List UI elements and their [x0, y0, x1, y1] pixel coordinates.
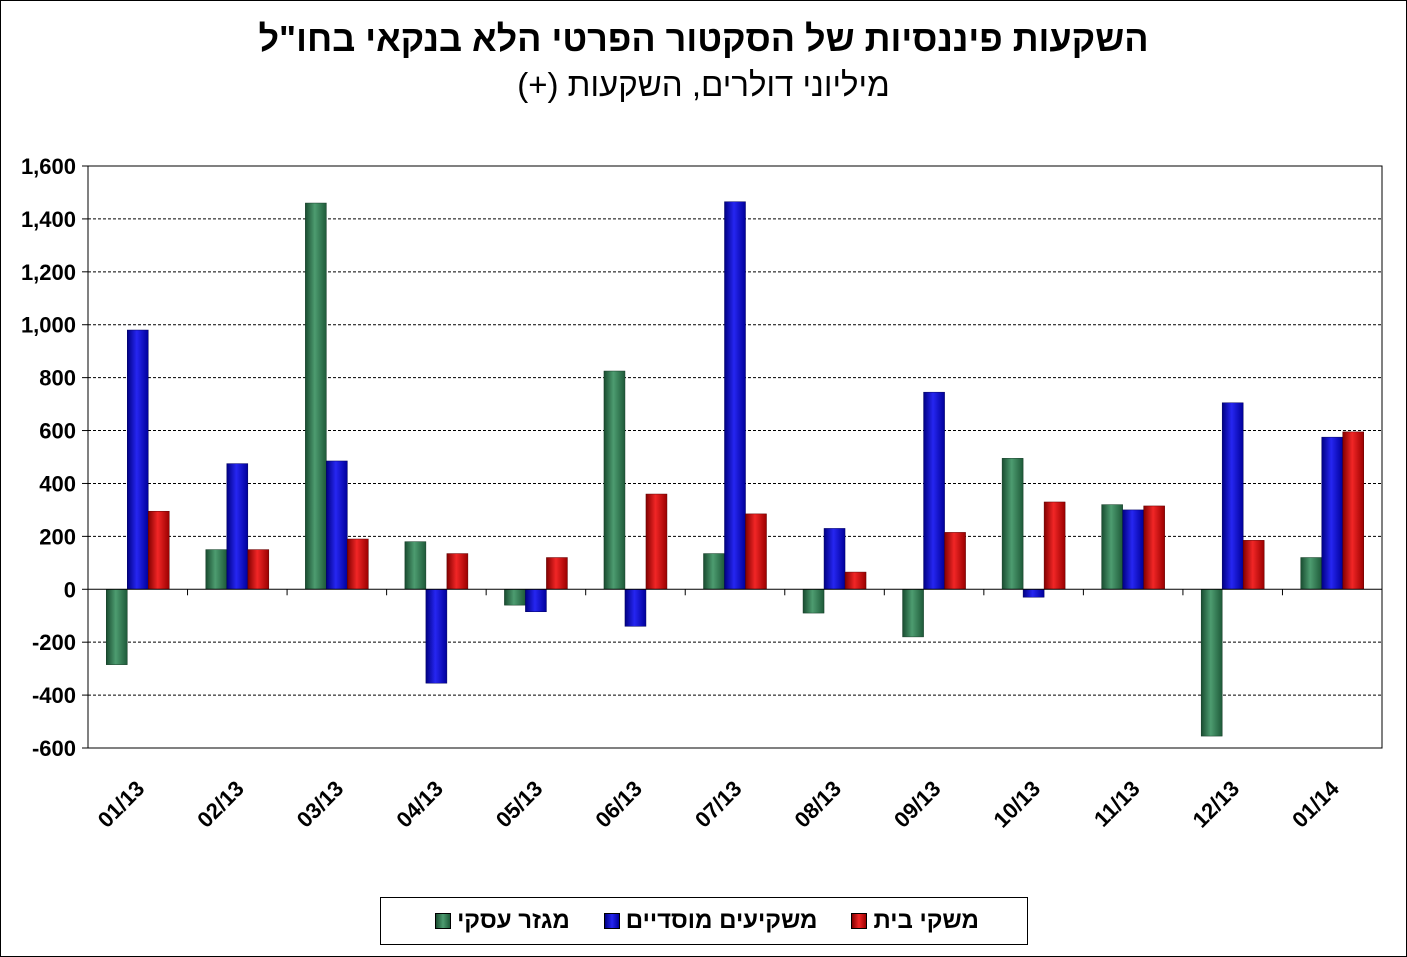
bar — [724, 201, 746, 590]
bar — [106, 589, 128, 665]
bar — [844, 571, 867, 590]
y-tick-label: 600 — [39, 419, 76, 444]
x-tick-label: 12/13 — [1188, 776, 1245, 833]
x-tick-label: 08/13 — [789, 776, 846, 833]
bar — [745, 513, 767, 590]
y-tick-label: 1,000 — [21, 313, 76, 338]
legend-swatch — [851, 913, 868, 929]
x-tick-label: 01/14 — [1287, 775, 1344, 832]
bar — [148, 510, 170, 590]
bar — [603, 370, 626, 590]
bar — [802, 589, 825, 614]
bar — [823, 528, 846, 590]
bar — [703, 553, 725, 590]
bar — [525, 589, 547, 613]
bar — [205, 549, 228, 590]
x-tick-label: 07/13 — [690, 776, 747, 833]
x-tick-label: 11/13 — [1089, 776, 1145, 832]
y-tick-label: -200 — [32, 630, 76, 655]
x-tick-label: 10/13 — [989, 776, 1046, 833]
y-tick-label: -600 — [32, 736, 76, 761]
y-tick-label: 200 — [39, 524, 76, 549]
bar — [1043, 501, 1066, 590]
bar — [645, 493, 668, 590]
chart-legend: משקי בית משקיעים מוסדיים מגזר עסקי — [380, 897, 1028, 945]
bar — [624, 589, 647, 627]
bar — [1221, 402, 1244, 590]
bar — [404, 541, 427, 590]
bar — [226, 463, 249, 590]
bar — [326, 460, 348, 590]
legend-item: מגזר עסקי — [429, 907, 570, 935]
y-tick-label: 1,200 — [21, 260, 76, 285]
bar — [425, 589, 448, 684]
x-tick-label: 04/13 — [391, 776, 448, 833]
y-tick-label: 0 — [64, 577, 76, 602]
chart-subtitle: מיליוני דולרים, השקעות (+) — [517, 66, 890, 103]
bar — [1101, 504, 1123, 590]
legend-label: מגזר עסקי — [457, 907, 570, 934]
y-tick-label: 1,400 — [21, 207, 76, 232]
bar — [1001, 458, 1024, 590]
legend-swatch — [603, 913, 620, 929]
x-tick-label: 05/13 — [491, 776, 548, 833]
bar — [1321, 436, 1343, 590]
bar — [247, 549, 270, 590]
x-tick-label: 02/13 — [192, 776, 249, 833]
y-tick-label: 800 — [39, 366, 76, 391]
bar — [944, 532, 966, 590]
bar — [1342, 431, 1364, 590]
bar — [1200, 589, 1223, 737]
bar — [504, 589, 526, 606]
bar — [1022, 589, 1045, 598]
bar — [446, 553, 469, 590]
legend-label: משקיעים מוסדיים — [625, 907, 818, 934]
y-tick-label: -400 — [32, 683, 76, 708]
legend-label: משקי בית — [873, 907, 979, 934]
y-tick-label: 1,600 — [21, 154, 76, 179]
bar — [1143, 505, 1165, 590]
x-tick-label: 09/13 — [889, 776, 946, 833]
bar — [305, 202, 327, 590]
bar — [347, 538, 369, 590]
x-tick-label: 01/13 — [93, 776, 150, 833]
legend-item: משקיעים מוסדיים — [598, 907, 818, 935]
legend-swatch — [435, 913, 452, 929]
chart-plot: -600 -400 -200 0 200 400 600 800 1,000 1,200 1,400… — [21, 154, 1383, 833]
chart-title: השקעות פיננסיות של הסקטור הפרטי הלא בנקא… — [258, 18, 1149, 59]
bar — [1242, 540, 1265, 590]
bar — [1300, 557, 1322, 590]
plot-area-border — [87, 165, 1383, 749]
bar — [546, 557, 568, 590]
bar — [127, 329, 149, 590]
bar — [1122, 509, 1144, 590]
bar — [902, 589, 924, 638]
x-tick-label: 06/13 — [590, 776, 647, 833]
bar — [923, 391, 945, 590]
y-tick-label: 400 — [39, 471, 76, 496]
legend-item: משקי בית — [845, 907, 979, 935]
x-tick-label: 03/13 — [292, 776, 349, 833]
